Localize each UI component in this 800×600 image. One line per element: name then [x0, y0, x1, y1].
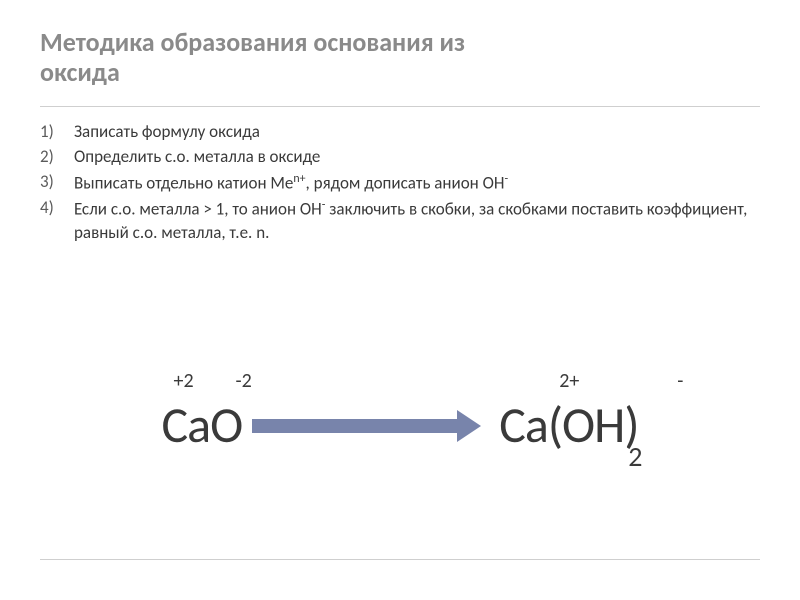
step-tail: , рядом дописать анион ОН — [306, 172, 505, 193]
elem-ca: Ca — [162, 395, 211, 456]
anion-sup: - — [504, 172, 508, 186]
reactant-oxide: +2 -2 Ca O — [162, 395, 243, 456]
paren-open: ( — [548, 395, 562, 456]
elem-ca: Ca — [499, 395, 548, 456]
steps-list: Записать формулу оксида Определить с.о. … — [40, 121, 760, 245]
charge-oh-minus: - — [677, 369, 683, 393]
step-item: Записать формулу оксида — [40, 121, 760, 144]
title-line-1: Методика образования основания из — [40, 26, 465, 58]
elem-oh: OH — [562, 395, 624, 456]
product-hydroxide: 2+ - Ca ( OH ) 2 — [499, 395, 638, 456]
elem-o: O — [210, 395, 242, 456]
cation-charge-sup: n+ — [293, 172, 305, 186]
reaction-arrow — [252, 410, 481, 442]
step-text: Выписать отдельно катион Ме — [74, 172, 293, 193]
step-text: Определить с.о. металла в оксиде — [74, 146, 320, 167]
step-item: Определить с.о. металла в оксиде — [40, 146, 760, 169]
step-text: Если с.о. металла > 1, то анион ОН — [74, 199, 322, 220]
step-item: Выписать отдельно катион Меn+, рядом доп… — [40, 171, 760, 196]
arrow-body — [252, 419, 457, 433]
charge-o: -2 — [236, 369, 252, 393]
subscript-2: 2 — [628, 439, 642, 474]
charge-ca2plus: 2+ — [559, 369, 579, 393]
slide-title: Методика образования основания из оксида — [40, 28, 760, 88]
reaction-row: +2 -2 Ca O 2+ - Ca ( OH ) 2 — [0, 395, 800, 456]
bottom-divider — [40, 559, 760, 560]
charge-ca: +2 — [174, 369, 194, 393]
top-divider — [40, 106, 760, 107]
step-item: Если с.о. металла > 1, то анион ОН- закл… — [40, 197, 760, 245]
step-text: Записать формулу оксида — [74, 121, 260, 142]
arrow-head-icon — [457, 410, 481, 442]
title-line-2: оксида — [40, 56, 120, 88]
slide-container: Методика образования основания из оксида… — [0, 0, 800, 600]
